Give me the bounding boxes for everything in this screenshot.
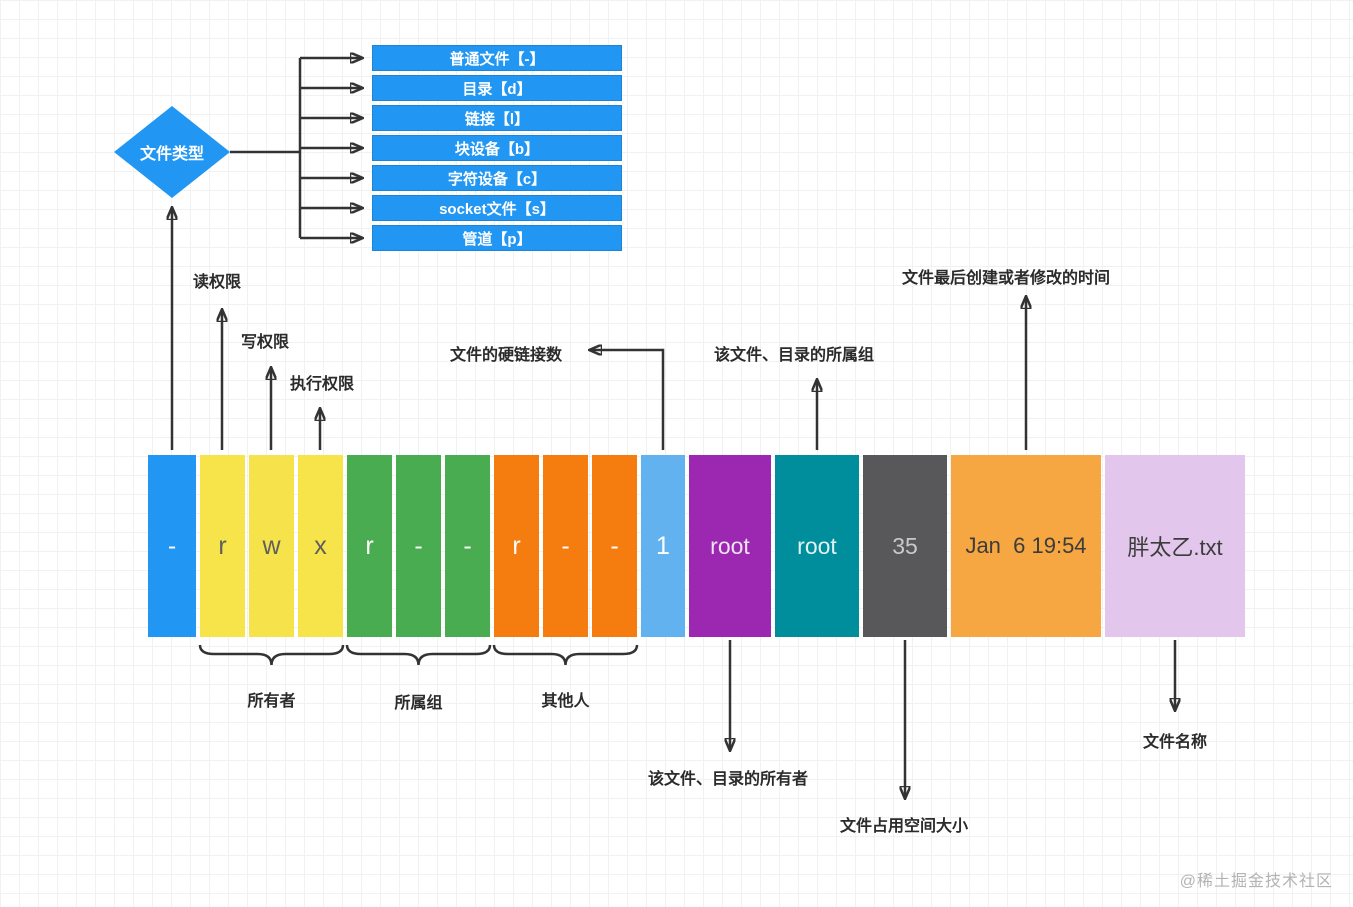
ls-cell-others-w: - — [543, 455, 588, 637]
label-file-owner: 该文件、目录的所有者 — [648, 771, 809, 788]
brace-group-permissions — [345, 644, 492, 666]
ls-cell-others-x: - — [592, 455, 637, 637]
ls-cell-group-r: r — [347, 455, 392, 637]
label-hard-link-count: 文件的硬链接数 — [450, 347, 563, 364]
watermark: @稀土掘金技术社区 — [1179, 873, 1333, 890]
file-type-box: 目录【d】 — [372, 75, 622, 101]
ls-cell-owner: root — [689, 455, 771, 637]
ls-cell-mtime: Jan 6 19:54 — [951, 455, 1101, 637]
ls-cell-filename: 胖太乙.txt — [1105, 455, 1245, 637]
ls-cell-owner-r: r — [200, 455, 245, 637]
label-others-brace: 其他人 — [541, 693, 590, 710]
label-owner-brace: 所有者 — [247, 693, 296, 710]
brace-others-permissions — [492, 644, 639, 666]
file-type-box: 管道【p】 — [372, 225, 622, 251]
file-type-box: 字符设备【c】 — [372, 165, 622, 191]
label-modify-time: 文件最后创建或者修改的时间 — [902, 270, 1111, 287]
file-type-box: socket文件【s】 — [372, 195, 622, 221]
label-owning-group: 该文件、目录的所属组 — [714, 347, 875, 364]
label-write-permission: 写权限 — [241, 334, 290, 351]
file-type-box: 链接【l】 — [372, 105, 622, 131]
label-execute-permission: 执行权限 — [290, 376, 355, 393]
ls-cell-owner-x: x — [298, 455, 343, 637]
ls-cell-group-w: - — [396, 455, 441, 637]
ls-cell-owner-w: w — [249, 455, 294, 637]
label-group-brace: 所属组 — [394, 695, 443, 712]
ls-cell-size: 35 — [863, 455, 947, 637]
file-type-diamond: 文件类型 — [114, 106, 230, 198]
ls-cell-group-x: - — [445, 455, 490, 637]
file-type-box: 普通文件【-】 — [372, 45, 622, 71]
arrow-hard-link-count — [590, 350, 665, 450]
ls-cell-filetype: - — [148, 455, 196, 637]
label-file-size: 文件占用空间大小 — [840, 818, 969, 835]
ls-cell-others-r: r — [494, 455, 539, 637]
label-read-permission: 读权限 — [193, 274, 242, 291]
file-type-box-list: 普通文件【-】 目录【d】链接【l】块设备【b】 字符设备【c】 socket文件【s… — [372, 45, 622, 251]
brace-owner-permissions — [198, 644, 345, 666]
file-type-diamond-label: 文件类型 — [139, 146, 204, 163]
ls-cell-links: 1 — [641, 455, 685, 637]
file-type-box: 块设备【b】 — [372, 135, 622, 161]
label-file-name: 文件名称 — [1143, 734, 1208, 751]
ls-output-row: - r w x r - - r - -1 root root 35 Jan 6 19:54 胖太乙.txt — [148, 455, 1245, 637]
ls-cell-group: root — [775, 455, 859, 637]
